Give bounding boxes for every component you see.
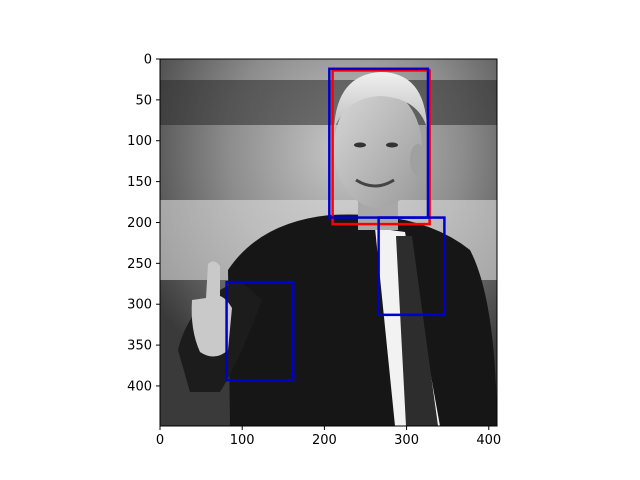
photo-smile [355,178,395,188]
y-axis-ticks: 0 50 100 150 200 250 300 350 400 [127,53,160,394]
x-tick-label: 200 [312,433,337,448]
y-tick-label: 300 [127,298,152,313]
photo-tie [396,236,438,426]
photo-hand [191,261,232,357]
y-tick-label: 100 [127,134,152,149]
bounding-box-3 [377,216,446,317]
x-tick-label: 0 [156,433,164,448]
y-tick-label: 150 [127,175,152,190]
photo-hair [334,72,427,130]
x-tick-label: 100 [230,433,255,448]
photo-suit [228,214,497,426]
y-tick-label: 200 [127,216,152,231]
x-tick-label: 300 [394,433,419,448]
axes-frame [159,58,498,427]
x-axis-ticks: 0 100 200 300 400 [156,426,501,448]
y-tick-label: 50 [135,93,152,108]
photo-ear [410,144,426,176]
bounding-box-4 [225,280,295,382]
photo-face [334,88,422,208]
x-tick-label: 400 [476,433,501,448]
y-tick-label: 250 [127,257,152,272]
bounding-box-1 [331,69,431,226]
y-tick-label: 400 [127,379,152,394]
bounding-boxes [225,67,446,382]
y-tick-label: 350 [127,339,152,354]
photo-eye-right [386,142,398,148]
photo-eye-left [354,142,366,148]
y-tick-label: 0 [144,53,152,68]
